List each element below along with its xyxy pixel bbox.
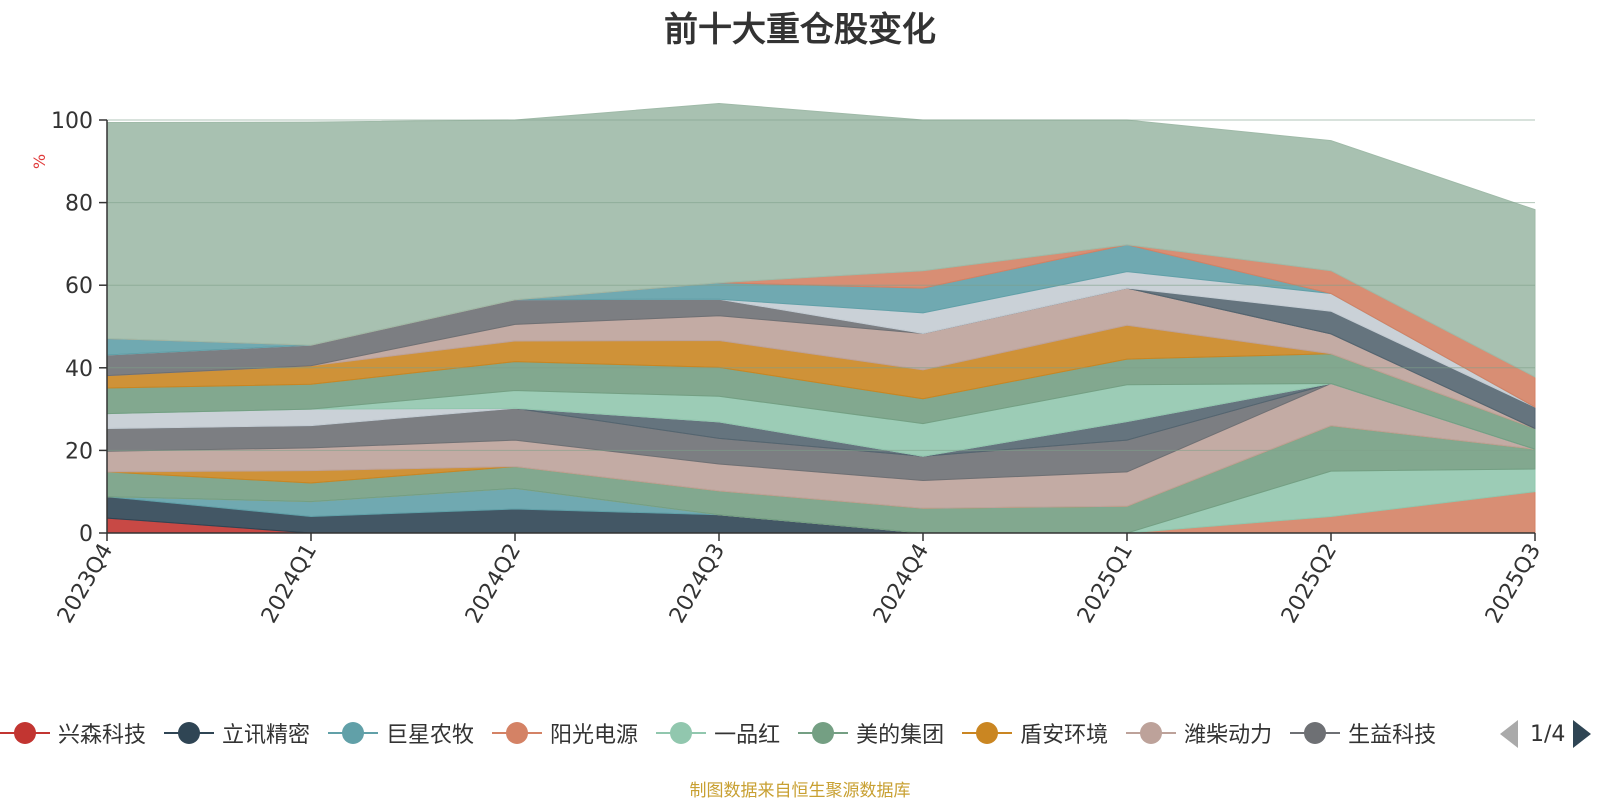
legend-label: 立讯精密 — [222, 723, 311, 748]
legend-label: 美的集团 — [856, 723, 945, 748]
legend-label: 巨星农牧 — [386, 723, 475, 748]
legend-item[interactable]: 兴森科技 — [0, 717, 146, 749]
legend-item[interactable]: 一品红 — [656, 717, 780, 749]
legend-marker-icon — [962, 721, 1013, 745]
legend-label: 潍柴动力 — [1184, 723, 1273, 748]
legend-marker-icon — [798, 721, 849, 745]
x-tick-label: 2024Q3 — [665, 540, 730, 628]
legend-label: 兴森科技 — [58, 723, 147, 748]
legend-item[interactable]: 立讯精密 — [164, 717, 310, 749]
y-tick-label: 80 — [65, 192, 93, 217]
y-tick-label: 40 — [65, 357, 93, 382]
y-axis-ticks: 0 20 40 60 80 100 — [51, 109, 107, 547]
x-tick-label: 2024Q1 — [257, 540, 322, 628]
legend-label: 阳光电源 — [550, 723, 639, 748]
legend-pager: 1/4 — [1500, 716, 1600, 752]
area-series-21[interactable] — [106, 102, 1536, 378]
legend-marker-icon — [0, 721, 50, 745]
grid-lines — [107, 119, 1535, 451]
legend-item[interactable]: 巨星农牧 — [328, 717, 474, 749]
x-tick-label: 2025Q1 — [1073, 540, 1138, 628]
legend-marker-icon — [1290, 721, 1341, 745]
source-note: 制图数据来自恒生聚源数据库 — [689, 781, 911, 801]
x-tick-label: 2023Q4 — [53, 540, 118, 628]
y-tick-label: 100 — [51, 109, 93, 134]
legend-marker-icon — [328, 721, 379, 745]
legend: 兴森科技 立讯精密 巨星农牧 阳光电源 一品红 美的集团 盾安环境 潍柴动力 生益科技 — [0, 708, 1490, 758]
chart-title: 前十大重仓股变化 — [664, 10, 936, 50]
x-tick-label: 2024Q2 — [461, 540, 526, 628]
legend-item[interactable]: 潍柴动力 — [1126, 717, 1272, 749]
legend-label: 盾安环境 — [1020, 723, 1109, 748]
x-tick-label: 2024Q4 — [869, 540, 934, 628]
legend-marker-icon — [1126, 721, 1177, 745]
x-tick-label: 2025Q3 — [1481, 540, 1546, 628]
x-tick-label: 2025Q2 — [1277, 540, 1342, 628]
legend-item[interactable]: 盾安环境 — [962, 717, 1108, 749]
legend-page-indicator: 1/4 — [1530, 721, 1566, 747]
legend-next-icon[interactable] — [1573, 720, 1592, 748]
legend-label: 生益科技 — [1348, 723, 1437, 748]
legend-marker-icon — [164, 721, 215, 745]
legend-marker-icon — [492, 721, 543, 745]
area-series-group — [106, 102, 1536, 534]
y-tick-label: 0 — [79, 522, 93, 547]
y-tick-label: 20 — [65, 439, 93, 464]
legend-item[interactable]: 美的集团 — [798, 717, 944, 749]
legend-marker-icon — [656, 721, 707, 745]
y-tick-label: 60 — [65, 274, 93, 299]
x-axis-ticks: 2023Q4 2024Q1 2024Q2 2024Q3 2024Q4 2025Q1 2025… — [53, 533, 1546, 628]
axes — [106, 120, 1535, 534]
legend-item[interactable]: 阳光电源 — [492, 717, 638, 749]
legend-prev-icon[interactable] — [1500, 720, 1518, 748]
legend-item[interactable]: 生益科技 — [1290, 717, 1436, 749]
legend-label: 一品红 — [714, 723, 781, 748]
